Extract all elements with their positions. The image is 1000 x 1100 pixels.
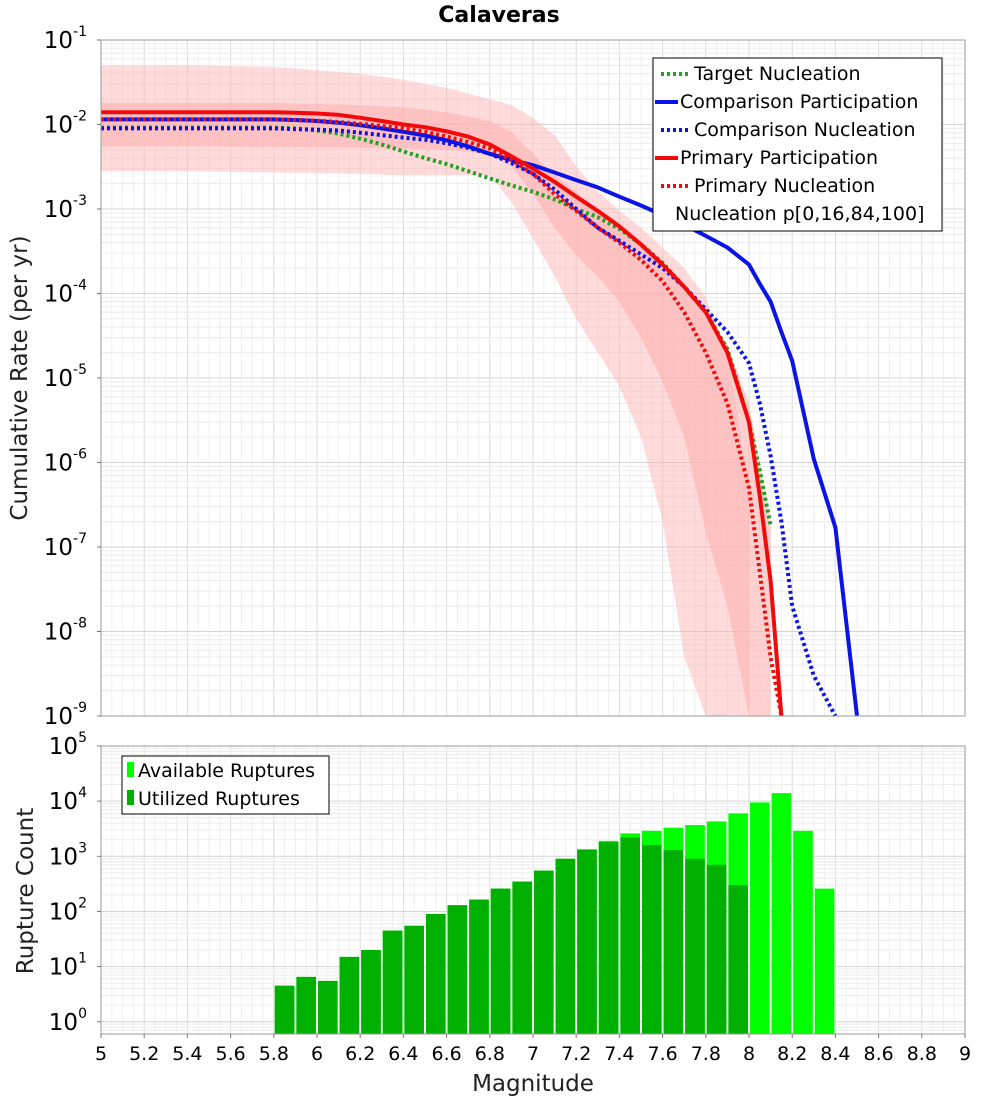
legend-label-primary-participation: Primary Participation [680,147,878,169]
x-tick-label: 9 [959,1043,971,1065]
legend-swatch-utilized-ruptures [127,790,134,805]
bar-utilized-ruptures [490,888,511,1034]
x-tick-label: 5.2 [129,1043,159,1065]
series-line-primary-participation [101,110,784,717]
bar-available-ruptures [771,793,792,1034]
x-tick-label: 8.6 [863,1043,893,1065]
bar-utilized-ruptures [555,858,576,1034]
rate-legend-box [652,57,943,232]
bar-available-ruptures [750,802,770,1034]
x-tick-label: 5.6 [215,1043,245,1065]
bar-utilized-ruptures [642,845,662,1034]
x-tick-label: 6 [311,1043,323,1065]
bar-utilized-ruptures [728,885,748,1034]
chart-title: Calaveras [438,3,559,28]
x-tick-label: 8.4 [820,1043,850,1065]
rate-series-lines [101,110,859,717]
series-line-comparison-nucleation [101,126,838,717]
x-tick-label: 5.8 [259,1043,289,1065]
bar-utilized-ruptures [361,950,381,1034]
bar-utilized-ruptures [620,837,640,1034]
x-tick-label: 8 [743,1043,755,1065]
bar-available-ruptures [814,888,835,1034]
band-inner-p16-p84 [101,102,771,716]
legend-label-target-nucleation: Target Nucleation [693,63,861,85]
count-legend-box [121,755,330,815]
bar-utilized-ruptures [404,925,424,1034]
x-tick-label: 6.4 [388,1043,418,1065]
count-y-tick-labels: 100 101 102 103 104 105 [49,730,101,1036]
x-tick-label: 8.8 [907,1043,937,1065]
x-tick-label: 6.6 [431,1043,461,1065]
bar-utilized-ruptures [469,899,489,1034]
count-y-tick: 101 [49,951,87,981]
x-tick-label: 8.2 [777,1043,807,1065]
x-tick-label: 5 [95,1043,107,1065]
legend-label-primary-nucleation: Primary Nucleation [694,175,875,197]
count-y-axis-label: Rupture Count [13,808,39,974]
rate-y-tick-labels: 10-9 10-8 10-7 10-6 10-5 10-4 10-3 10-2 10-1 [44,24,101,730]
legend-label-available-ruptures: Available Ruptures [138,760,315,782]
rate-y-tick: 10-9 [44,700,87,730]
x-tick-label: 7.8 [691,1043,721,1065]
bar-utilized-ruptures [318,980,338,1034]
legend-label-nucleation-band: Nucleation p[0,16,84,100] [675,203,924,225]
x-tick-label: 6.8 [475,1043,505,1065]
bar-utilized-ruptures [339,956,360,1034]
count-panel: 100 101 102 103 104 105 5 5.2 5.4 5.6 5.8 6 6.2 6.4 6… [13,730,971,1097]
x-tick-label: 6.2 [345,1043,375,1065]
bar-utilized-ruptures [296,976,316,1034]
rate-y-tick: 10-7 [44,531,87,561]
x-tick-label: 7.2 [561,1043,591,1065]
rate-y-tick: 10-2 [44,109,87,139]
bar-utilized-ruptures [706,864,727,1034]
bar-utilized-ruptures [534,870,554,1034]
bar-utilized-ruptures [426,914,446,1034]
rate-y-tick: 10-3 [44,193,87,223]
bar-utilized-ruptures [382,930,403,1034]
bar-utilized-ruptures [663,850,684,1034]
count-x-tick-labels: 5 5.2 5.4 5.6 5.8 6 6.2 6.4 6.6 6.8 7 7.2 7.4 7.6 7.8 8… [95,1034,971,1065]
rate-y-tick: 10-8 [44,616,87,646]
legend-label-comparison-participation: Comparison Participation [680,91,918,113]
x-tick-label: 5.4 [172,1043,202,1065]
rate-y-tick: 10-1 [44,24,87,54]
x-tick-label: 7 [527,1043,539,1065]
count-y-tick: 103 [49,840,87,870]
bar-utilized-ruptures [512,881,532,1034]
x-tick-label: 7.4 [604,1043,634,1065]
bar-utilized-ruptures [598,842,619,1034]
bar-utilized-ruptures [447,905,468,1034]
nucleation-percentile-bands [101,65,771,716]
legend-label-utilized-ruptures: Utilized Ruptures [138,788,300,810]
bar-utilized-ruptures [577,850,597,1034]
rate-panel: 10-9 10-8 10-7 10-6 10-5 10-4 10-3 10-2 10-1 Cum… [7,24,966,730]
count-y-tick: 100 [49,1006,87,1036]
legend-swatch-available-ruptures [127,762,134,777]
rate-legend: Target Nucleation Comparison Participati… [652,57,943,232]
count-legend: Available Ruptures Utilized Ruptures [121,755,330,815]
x-tick-label: 7.6 [647,1043,677,1065]
rate-y-tick: 10-4 [44,278,87,308]
bar-available-ruptures [793,830,813,1034]
bar-utilized-ruptures [274,985,295,1034]
count-y-tick: 102 [49,895,87,925]
legend-label-comparison-nucleation: Comparison Nucleation [694,119,916,141]
x-axis-label: Magnitude [472,1071,594,1097]
rate-y-tick: 10-5 [44,362,87,392]
rate-y-axis-label: Cumulative Rate (per yr) [7,235,33,520]
bar-utilized-ruptures [685,858,705,1034]
count-bars [274,793,835,1034]
rate-y-tick: 10-6 [44,447,87,477]
count-y-tick: 105 [49,730,87,760]
count-y-tick: 104 [49,785,87,815]
